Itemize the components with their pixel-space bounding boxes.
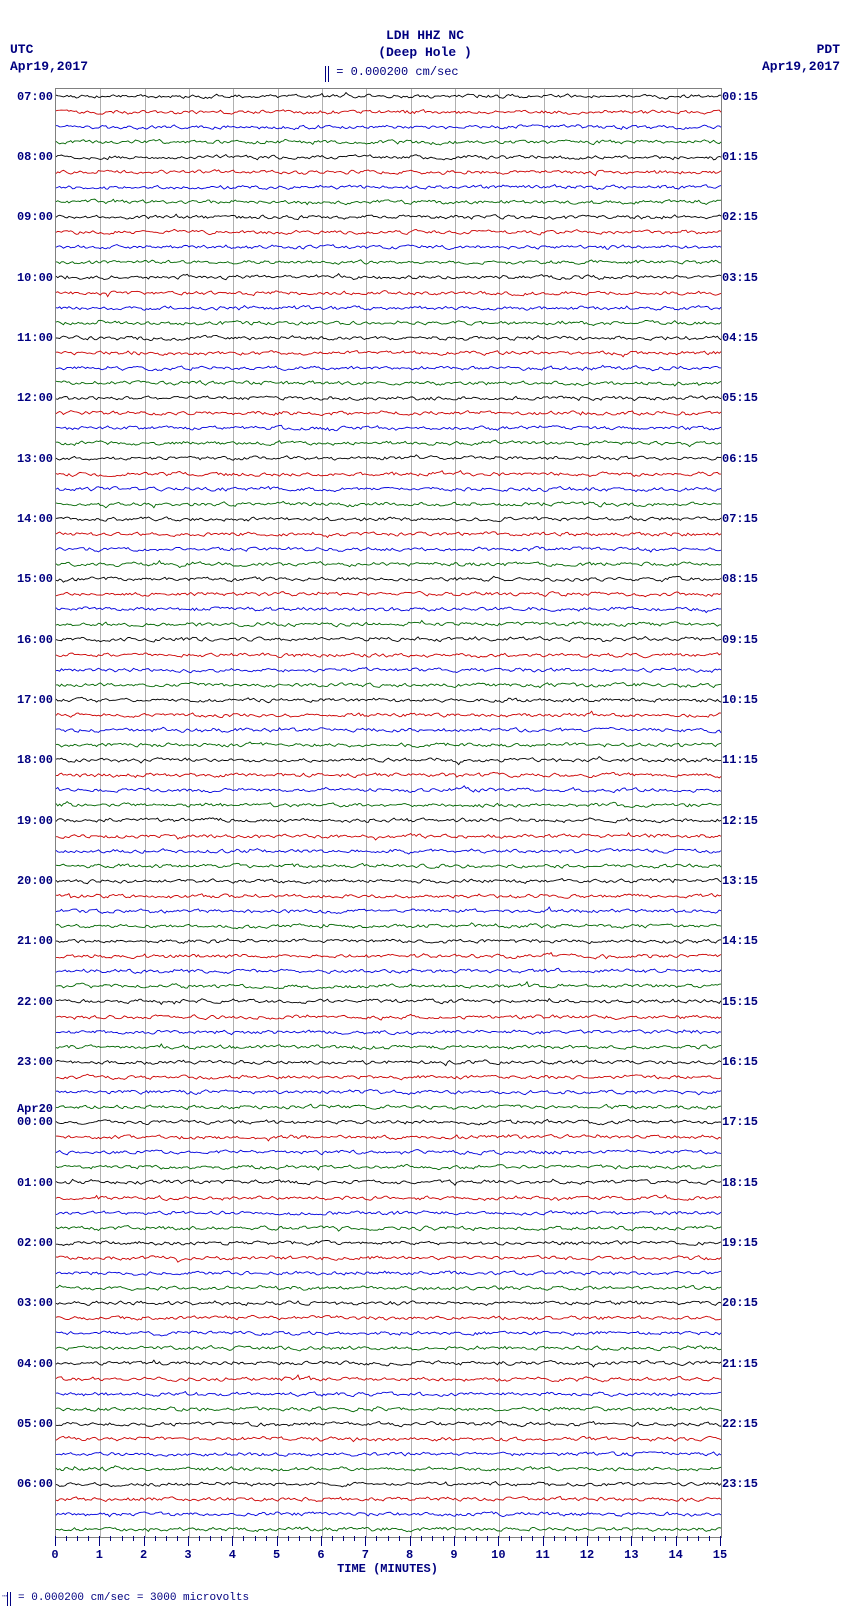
x-tick-label: 9 <box>450 1548 457 1562</box>
left-time-label: 11:00 <box>17 331 53 345</box>
x-tick-label: 5 <box>273 1548 280 1562</box>
scale-bar-icon <box>325 66 329 82</box>
tz-right-date: Apr19,2017 <box>762 59 840 76</box>
station-name: (Deep Hole ) <box>0 45 850 62</box>
left-time-label: 10:00 <box>17 271 53 285</box>
right-time-label: 16:15 <box>722 1055 758 1069</box>
left-time-label: 21:00 <box>17 934 53 948</box>
left-time-label: 04:00 <box>17 1357 53 1371</box>
x-tick-label: 0 <box>51 1548 58 1562</box>
left-time-label: 15:00 <box>17 572 53 586</box>
left-time-label: 01:00 <box>17 1176 53 1190</box>
left-time-label: 06:00 <box>17 1477 53 1491</box>
right-time-label: 19:15 <box>722 1236 758 1250</box>
station-id: LDH HHZ NC <box>0 28 850 45</box>
right-time-label: 20:15 <box>722 1296 758 1310</box>
tz-left-name: UTC <box>10 42 88 59</box>
left-time-label: 08:00 <box>17 150 53 164</box>
footer-scale: ┄ = 0.000200 cm/sec = 3000 microvolts <box>2 1590 249 1604</box>
left-time-label: 09:00 <box>17 210 53 224</box>
right-time-label: 13:15 <box>722 874 758 888</box>
right-time-label: 10:15 <box>722 693 758 707</box>
left-time-label: 19:00 <box>17 814 53 828</box>
station-header: LDH HHZ NC (Deep Hole ) <box>0 28 850 62</box>
left-time-label: 20:00 <box>17 874 53 888</box>
right-time-label: 11:15 <box>722 753 758 767</box>
x-tick-label: 13 <box>624 1548 638 1562</box>
right-time-label: 09:15 <box>722 633 758 647</box>
left-time-label: 05:00 <box>17 1417 53 1431</box>
right-time-label: 08:15 <box>722 572 758 586</box>
right-time-label: 12:15 <box>722 814 758 828</box>
x-tick-label: 4 <box>229 1548 236 1562</box>
x-tick-label: 10 <box>491 1548 505 1562</box>
x-axis-title: TIME (MINUTES) <box>55 1562 720 1576</box>
left-time-label: 23:00 <box>17 1055 53 1069</box>
x-tick-label: 7 <box>362 1548 369 1562</box>
x-axis: TIME (MINUTES) 0123456789101112131415 <box>55 1536 720 1576</box>
timezone-left: UTC Apr19,2017 <box>10 42 88 76</box>
x-tick-label: 1 <box>96 1548 103 1562</box>
x-tick-label: 3 <box>184 1548 191 1562</box>
right-time-label: 07:15 <box>722 512 758 526</box>
right-time-label: 06:15 <box>722 452 758 466</box>
footer-scale-bar-icon <box>7 1592 11 1606</box>
timezone-right: PDT Apr19,2017 <box>762 42 840 76</box>
right-time-label: 01:15 <box>722 150 758 164</box>
left-time-label: Apr2000:00 <box>17 1103 53 1129</box>
scale-indicator: = 0.000200 cm/sec <box>325 64 459 80</box>
right-time-label: 22:15 <box>722 1417 758 1431</box>
x-tick-label: 14 <box>668 1548 682 1562</box>
left-time-label: 14:00 <box>17 512 53 526</box>
x-tick-label: 2 <box>140 1548 147 1562</box>
right-time-label: 23:15 <box>722 1477 758 1491</box>
x-tick-label: 15 <box>713 1548 727 1562</box>
right-time-label: 00:15 <box>722 90 758 104</box>
right-time-label: 03:15 <box>722 271 758 285</box>
left-time-label: 17:00 <box>17 693 53 707</box>
right-time-label: 14:15 <box>722 934 758 948</box>
left-time-label: 18:00 <box>17 753 53 767</box>
x-tick-label: 6 <box>317 1548 324 1562</box>
right-time-label: 18:15 <box>722 1176 758 1190</box>
right-time-label: 04:15 <box>722 331 758 345</box>
scale-text: = 0.000200 cm/sec <box>329 65 459 79</box>
right-time-label: 05:15 <box>722 391 758 405</box>
seismogram-container: LDH HHZ NC (Deep Hole ) = 0.000200 cm/se… <box>0 0 850 1613</box>
x-tick-label: 8 <box>406 1548 413 1562</box>
tz-left-date: Apr19,2017 <box>10 59 88 76</box>
left-time-label: 12:00 <box>17 391 53 405</box>
left-time-label: 02:00 <box>17 1236 53 1250</box>
left-time-label: 07:00 <box>17 90 53 104</box>
footer-scale-text: = 0.000200 cm/sec = 3000 microvolts <box>11 1592 249 1604</box>
x-tick-label: 11 <box>535 1548 549 1562</box>
tz-right-name: PDT <box>762 42 840 59</box>
left-time-label: 16:00 <box>17 633 53 647</box>
x-tick-label: 12 <box>580 1548 594 1562</box>
right-time-label: 21:15 <box>722 1357 758 1371</box>
right-time-label: 02:15 <box>722 210 758 224</box>
left-time-label: 22:00 <box>17 995 53 1009</box>
plot-area <box>55 88 722 1538</box>
right-time-label: 15:15 <box>722 995 758 1009</box>
right-time-label: 17:15 <box>722 1115 758 1129</box>
left-time-label: 13:00 <box>17 452 53 466</box>
left-time-label: 03:00 <box>17 1296 53 1310</box>
